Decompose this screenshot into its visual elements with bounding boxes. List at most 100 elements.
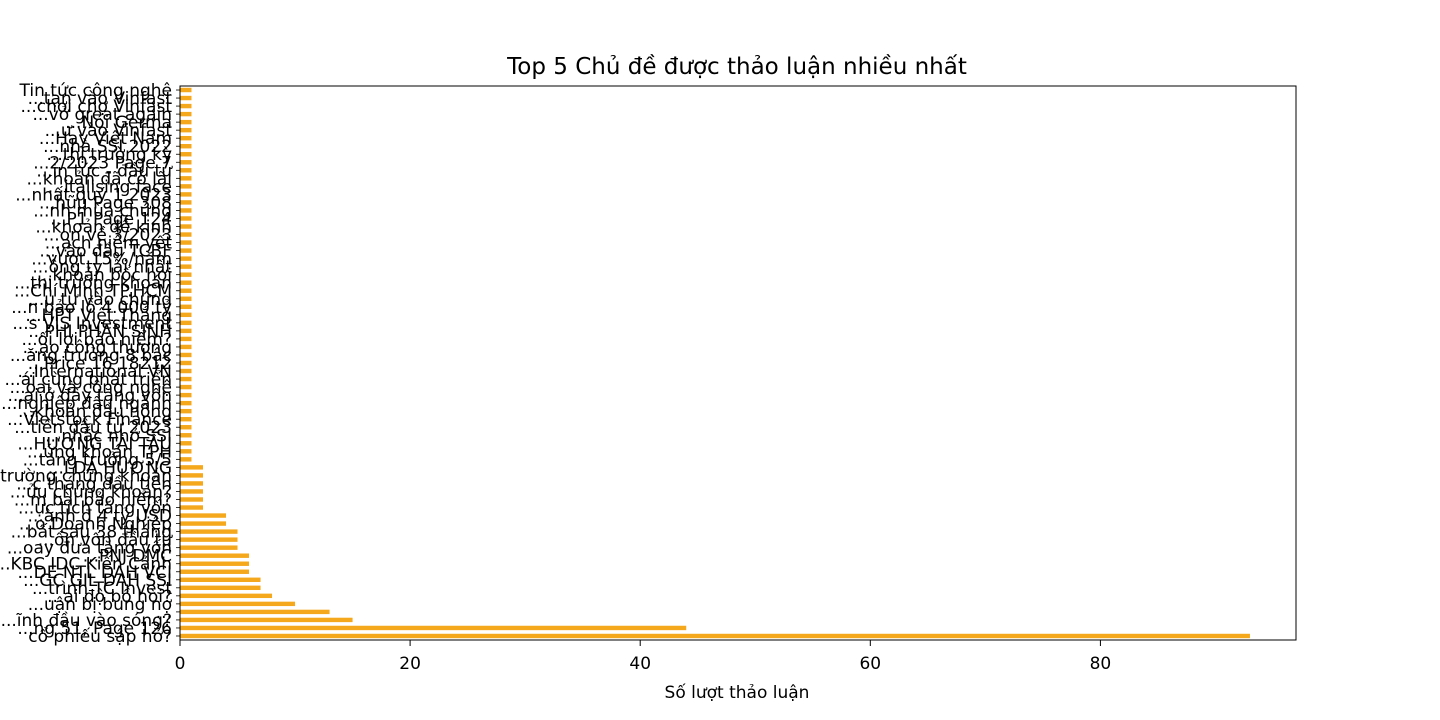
bar	[180, 433, 192, 438]
y-tick-label: ...GC GIL DAH SSI	[23, 571, 172, 591]
y-tick-label: ...u tư vào chứng	[28, 290, 172, 310]
bar	[180, 280, 192, 285]
y-tick-label: ...	[156, 603, 172, 623]
y-tick-label: ...ị trường chứng khoán	[0, 466, 172, 486]
bar	[180, 497, 204, 502]
bar	[180, 545, 238, 550]
y-tick-label: ...c tháng đầu tiên	[16, 473, 172, 494]
bar	[180, 111, 192, 117]
bar	[180, 384, 192, 390]
y-tick-label: ...tạn vào Vinfast	[28, 89, 173, 109]
bar	[180, 200, 192, 205]
bar	[180, 232, 192, 237]
bar	[180, 449, 192, 454]
y-tick-label: ...nhất quý 1 2023	[15, 184, 172, 205]
bar	[180, 408, 192, 414]
bar	[180, 593, 273, 599]
y-tick-label: ...2/2023 Page 7	[33, 153, 172, 173]
y-tick-label: ...khoản bốc hơi	[36, 265, 172, 286]
y-tick-label: ...in tức - đầu tư	[36, 160, 173, 181]
bar	[180, 248, 192, 253]
bar	[180, 176, 192, 181]
x-tick-label: 80	[1090, 654, 1112, 674]
bar	[180, 617, 353, 623]
y-tick-label: ...ạo công thương	[23, 338, 172, 358]
chart-title: Top 5 Chủ đề được thảo luận nhiều nhất	[506, 54, 967, 80]
bar	[180, 609, 330, 615]
bar	[180, 376, 192, 382]
bar	[180, 192, 192, 197]
y-tick-label: ...oay đưa tăng vốn	[7, 538, 172, 559]
y-tick-label: ...tiền đầu tư 2023	[14, 417, 172, 438]
bar	[180, 168, 192, 173]
bar	[180, 473, 204, 478]
y-tick-label: ...ư vào Vinfast	[45, 121, 173, 141]
y-tick-label: ...italising face	[48, 177, 172, 197]
y-tick-label: ...International VN	[18, 362, 172, 382]
bar	[180, 296, 192, 301]
bar	[180, 553, 250, 558]
y-tick-label: ...oại và công nghệ	[9, 378, 172, 398]
y-tick-label: ...ái cùng phát triển	[4, 369, 172, 390]
y-tick-label: ...HPT Việt Thắng	[25, 305, 172, 326]
bar	[180, 585, 261, 591]
y-tick-label: ...Chí Minh TP.HCM	[14, 282, 172, 302]
y-tick-label: ...vở great again	[32, 105, 172, 125]
bar	[180, 425, 192, 430]
y-tick-label: ...ửu chứng khoán?	[10, 482, 172, 502]
bar	[180, 208, 192, 213]
bar	[180, 537, 238, 542]
bar	[180, 160, 192, 165]
y-tick-label: ...ực tích tăng vốn	[18, 498, 172, 519]
bar	[180, 529, 238, 534]
y-tick-label: ...khoản đề kinh	[35, 217, 172, 238]
y-tick-label: ...vượt 15%/năm	[31, 250, 172, 270]
bar	[180, 441, 192, 446]
y-tick-label: ...khoản đã có lãi	[27, 169, 172, 189]
bar	[180, 561, 250, 566]
y-tick-label: ...ng 51, Page 126	[17, 619, 172, 639]
bar	[180, 144, 192, 149]
y-tick-label: ...ứng khoán TPH	[27, 442, 172, 462]
y-tick-label: ...thị trường khoán	[14, 274, 172, 294]
x-tick-label: 20	[399, 654, 421, 674]
bar	[180, 103, 192, 109]
x-axis-label: Số lượt thảo luận	[665, 682, 810, 703]
y-tick-label: ...PNJ DMC	[83, 547, 172, 567]
y-tick-label: ...m bài bảo hiểm?	[14, 489, 172, 510]
x-tick-label: 60	[859, 654, 881, 674]
y-tick-label: ...ăng trưởng 8 bậc	[10, 346, 172, 366]
bar	[180, 392, 192, 398]
bar	[180, 184, 192, 189]
y-tick-label: ...hữu Page 308	[39, 193, 172, 213]
bar	[180, 625, 687, 631]
bar	[180, 328, 192, 334]
y-tick-label: ...Nói Germa	[65, 113, 172, 133]
y-tick-label: ...uận bị bung nợ	[28, 595, 173, 615]
bar	[180, 400, 192, 406]
bar	[180, 416, 192, 422]
bar	[180, 320, 192, 326]
x-axis: 0 20 40 60 80	[175, 640, 1112, 674]
y-tick-label: ...ối lợi bảo hiểm?	[21, 329, 172, 350]
bar	[180, 216, 192, 221]
y-tick-labels: cổ phiếu sập hở?...ng 51, Page 126...ĩnh…	[0, 81, 180, 647]
y-tick-label: ...ông ty lãi nhất	[32, 257, 172, 278]
y-tick-label: ...Vietstock Finance	[7, 410, 172, 430]
bar	[180, 521, 227, 526]
bar	[180, 256, 192, 261]
bar	[180, 577, 261, 582]
y-tick-label: ...ĩnh đầu vào sóng?	[1, 610, 172, 631]
bar	[180, 127, 192, 133]
bar	[180, 513, 227, 518]
y-tick-label: ...nhà SSI 2022	[43, 137, 172, 157]
y-tick-label: ...LDA HƯƠNG	[48, 458, 172, 478]
bar	[180, 344, 192, 350]
y-tick-label: ...o Doanh Nghiệp	[19, 515, 172, 535]
plot-frame	[179, 85, 1297, 641]
bar	[180, 312, 192, 318]
bar	[180, 481, 204, 486]
y-tick-label: ...ại ở đây tăng vốn	[7, 385, 172, 406]
bar	[180, 119, 192, 125]
y-tick-label: ...P1 Page 124	[50, 209, 172, 229]
